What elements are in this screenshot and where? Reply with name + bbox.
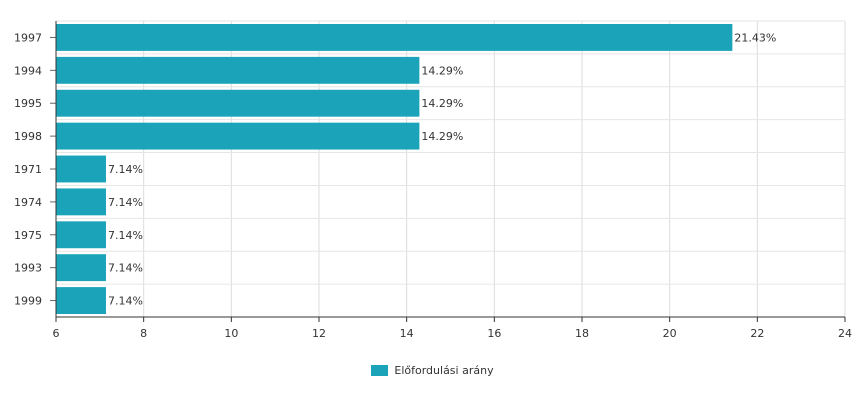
x-tick-label: 22 [750, 327, 764, 340]
legend-label: Előfordulási arány [394, 364, 494, 377]
bar[interactable] [56, 221, 106, 249]
data-label: 21.43% [734, 31, 776, 44]
y-tick-label: 1995 [14, 97, 42, 110]
y-tick-label: 1975 [14, 229, 42, 242]
x-tick-label: 18 [575, 327, 589, 340]
bar[interactable] [56, 254, 106, 282]
bar[interactable] [56, 89, 420, 117]
x-tick-label: 10 [224, 327, 238, 340]
data-label: 14.29% [421, 130, 463, 143]
bar[interactable] [56, 287, 106, 314]
data-label: 7.14% [108, 163, 143, 176]
bar[interactable] [56, 122, 420, 150]
bar[interactable] [56, 188, 106, 216]
x-tick-label: 24 [838, 327, 852, 340]
x-tick-label: 20 [663, 327, 677, 340]
x-tick-label: 14 [400, 327, 414, 340]
data-label: 7.14% [108, 295, 143, 308]
data-label: 7.14% [108, 262, 143, 275]
data-label: 14.29% [421, 97, 463, 110]
y-tick-label: 1994 [14, 64, 42, 77]
data-label: 7.14% [108, 229, 143, 242]
bar[interactable] [56, 56, 420, 84]
x-tick-label: 8 [140, 327, 147, 340]
y-tick-label: 1999 [14, 295, 42, 308]
data-label: 14.29% [421, 64, 463, 77]
x-tick-label: 16 [487, 327, 501, 340]
legend[interactable]: Előfordulási arány [0, 364, 865, 377]
y-tick-label: 1998 [14, 130, 42, 143]
y-tick-label: 1971 [14, 163, 42, 176]
data-label: 7.14% [108, 196, 143, 209]
x-tick-label: 12 [312, 327, 326, 340]
bar[interactable] [56, 155, 106, 183]
x-tick-label: 6 [53, 327, 60, 340]
y-tick-label: 1974 [14, 196, 42, 209]
y-tick-label: 1997 [14, 31, 42, 44]
legend-swatch [371, 365, 389, 376]
legend-item[interactable]: Előfordulási arány [371, 364, 494, 377]
bar[interactable] [56, 24, 733, 51]
y-tick-label: 1993 [14, 262, 42, 275]
